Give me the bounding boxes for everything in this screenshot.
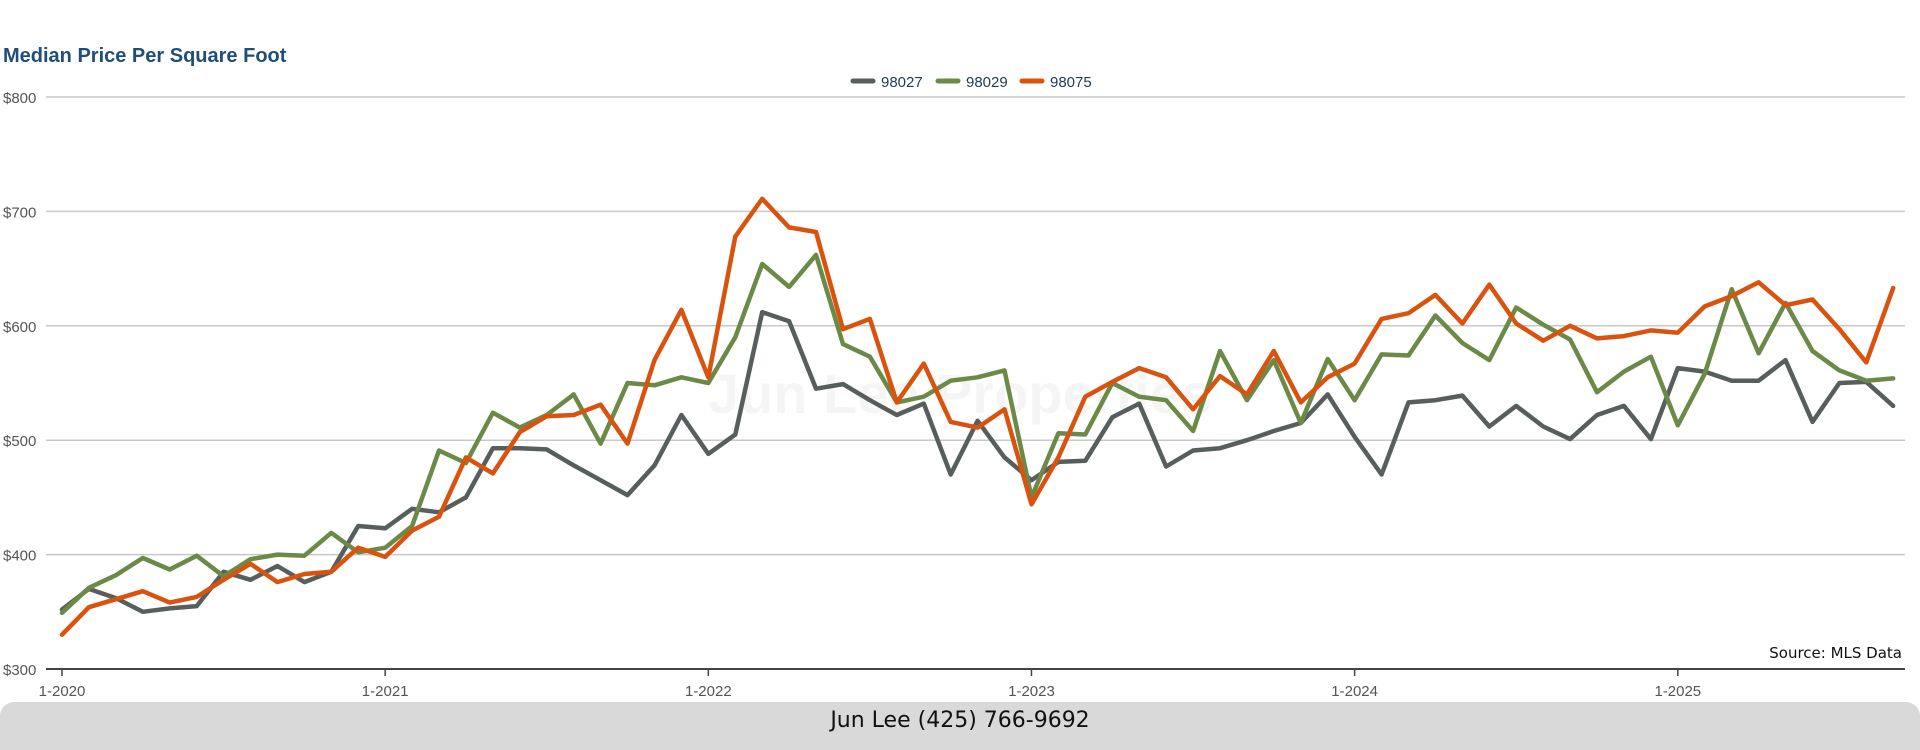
x-tick-label: 1-2023 <box>1008 683 1055 700</box>
chart-title: Median Price Per Square Foot <box>3 45 287 67</box>
legend: 98027 98029 98075 <box>850 74 1092 91</box>
line-chart: Median Price Per Square Foot Jun Lee Pro… <box>3 45 1905 700</box>
grid-lines <box>46 96 1905 556</box>
y-axis-tick-labels: $800 $700 $600 $500 $400 $300 <box>3 90 36 679</box>
legend-label-98027: 98027 <box>881 74 923 91</box>
x-tick-label: 1-2020 <box>39 683 86 700</box>
series-line-98075 <box>59 196 1896 637</box>
y-tick-label: $400 <box>3 548 36 565</box>
x-tick-label: 1-2022 <box>685 683 732 700</box>
y-tick-label: $600 <box>3 319 36 336</box>
x-axis-tick-labels: 1-2020 1-2021 1-2022 1-2023 1-2024 1-2025 <box>39 669 1701 700</box>
x-tick-label: 1-2021 <box>362 683 409 700</box>
legend-label-98075: 98075 <box>1050 74 1092 91</box>
series-lines <box>59 196 1896 637</box>
legend-label-98029: 98029 <box>966 74 1008 91</box>
x-tick-label: 1-2024 <box>1331 683 1378 700</box>
footer-bar <box>0 702 1920 750</box>
y-tick-label: $800 <box>3 90 36 107</box>
footer-contact-text: Jun Lee (425) 766-9692 <box>830 708 1090 733</box>
y-tick-label: $300 <box>3 662 36 679</box>
x-tick-label: 1-2025 <box>1654 683 1701 700</box>
y-tick-label: $500 <box>3 433 36 450</box>
source-note: Source: MLS Data <box>1769 644 1902 662</box>
series-line-98027 <box>59 309 1896 615</box>
y-tick-label: $700 <box>3 204 36 221</box>
